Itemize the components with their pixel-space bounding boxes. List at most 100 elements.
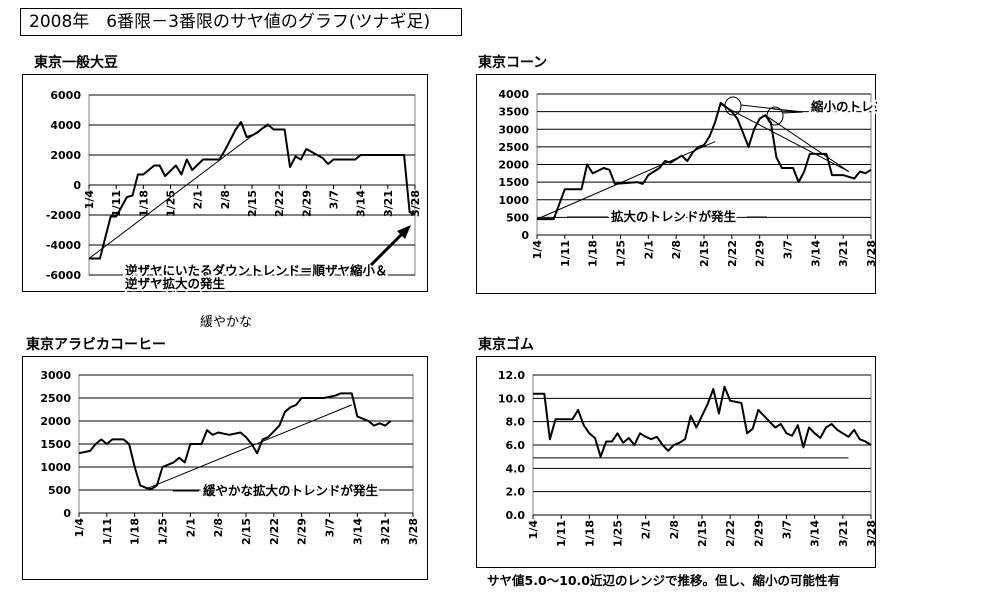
x-tick-label: 1/11 — [559, 240, 572, 267]
x-tick-label: 1/18 — [583, 520, 596, 547]
y-tick-label: 3500 — [498, 106, 529, 119]
chart-svg-corn: 0 500 1000 1500 2000 2500 3000 3500 4000 1/4 1/11 1… — [498, 88, 900, 267]
x-tick-label: 1/4 — [73, 518, 86, 538]
x-tick-label: 2/8 — [670, 240, 683, 259]
x-tick-label: 2/15 — [698, 240, 711, 267]
annotation-pointer-line — [782, 111, 804, 114]
x-tick-label: 3/14 — [355, 190, 368, 217]
x-tick-label: 1/25 — [165, 190, 178, 217]
y-tick-label: 0 — [521, 229, 529, 242]
x-tick-label: 3/28 — [407, 518, 420, 545]
y-tick-label: -2000 — [46, 209, 82, 222]
series-line — [537, 101, 872, 221]
x-tick-label: 2/29 — [296, 518, 309, 545]
x-tick-label: 3/7 — [324, 518, 337, 537]
y-tick-label: 2500 — [498, 141, 529, 154]
x-tick-label: 1/18 — [137, 190, 150, 217]
x-tick-label: 1/4 — [83, 190, 96, 210]
chart-svg-soy: -6000 -4000 -2000 0 2000 4000 6000 1/4 1/11 1/18 1… — [46, 89, 422, 293]
y-tick-label: 500 — [48, 484, 71, 497]
x-tick-label: 3/21 — [837, 240, 850, 267]
peak-marker-circle — [766, 106, 784, 126]
x-tick-label: 3/7 — [328, 190, 341, 209]
series-line — [533, 385, 872, 458]
x-tick-label: 3/14 — [809, 520, 822, 547]
x-tick-label: 2/29 — [300, 190, 313, 217]
annotation-arabica-widening: 緩やかな拡大のトレンドが発生 — [203, 483, 379, 498]
y-tick-label: 3000 — [40, 369, 71, 382]
x-tick-label: 3/7 — [782, 240, 795, 259]
x-tick-label: 1/11 — [555, 520, 568, 547]
chart-title-corn: 東京コーン — [478, 55, 548, 71]
chart-title-rubber: 東京ゴム — [478, 337, 534, 353]
chart-panel-soy: -6000 -4000 -2000 0 2000 4000 6000 1/4 1/11 1/18 1… — [22, 74, 428, 293]
y-tick-label: 10.0 — [498, 392, 525, 405]
x-tick-label: 3/28 — [409, 190, 422, 217]
chart-title-arabica: 東京アラビカコーヒー — [26, 337, 166, 353]
y-tick-label: -4000 — [46, 239, 82, 252]
annotation-corn-narrowing: 縮小のトレンド — [811, 99, 877, 114]
x-tick-label: 2/1 — [192, 190, 205, 209]
x-tick-label: 1/11 — [110, 190, 123, 217]
y-tick-label: 4000 — [50, 119, 81, 132]
y-tick-label: 6000 — [50, 89, 81, 102]
annotation-rubber-range: サヤ値5.0～10.0近辺のレンジで推移。但し、縮小の可能性有 — [487, 573, 840, 588]
chart-panel-corn: 0 500 1000 1500 2000 2500 3000 3500 4000 1/4 1/11 1… — [476, 74, 901, 294]
x-tick-label: 2/1 — [184, 518, 197, 537]
chart-panel-arabica: 0 500 1000 1500 2000 2500 3000 1/4 1/11 1/18 1/25 2… — [22, 356, 428, 580]
y-tick-label: -6000 — [46, 269, 82, 282]
x-tick-label: 3/28 — [865, 520, 877, 547]
y-tick-label: 12.0 — [498, 369, 525, 382]
annotation-arrow-line — [369, 231, 405, 267]
x-tick-label: 2/15 — [246, 190, 259, 217]
trendline — [145, 404, 352, 490]
chart-svg-rubber: 0.0 2.0 4.0 6.0 8.0 10.0 12.0 1/4 1/11 1/18 1/25 2/… — [498, 369, 878, 547]
x-tick-label: 2/8 — [668, 520, 681, 539]
x-tick-label: 2/29 — [752, 520, 765, 547]
x-tick-label: 2/22 — [273, 190, 286, 217]
x-tick-label: 3/14 — [351, 518, 364, 545]
y-tick-label: 4000 — [498, 88, 529, 101]
x-tick-label: 2/1 — [642, 240, 655, 259]
y-tick-label: 6.0 — [506, 439, 526, 452]
trendline — [764, 114, 850, 172]
series-line — [89, 121, 416, 260]
y-tick-label: 1500 — [498, 176, 529, 189]
x-tick-label: 3/21 — [379, 518, 392, 545]
x-tick-label: 1/18 — [587, 240, 600, 267]
x-tick-label: 1/4 — [531, 240, 544, 260]
x-tick-label: 3/7 — [781, 520, 794, 539]
y-tick-label: 2000 — [50, 149, 81, 162]
y-tick-label: 0 — [73, 179, 81, 192]
x-tick-label: 3/28 — [865, 240, 877, 267]
x-tick-label: 2/22 — [724, 520, 737, 547]
y-tick-label: 2.0 — [506, 486, 526, 499]
x-tick-label: 3/21 — [382, 190, 395, 217]
loose-note: 緩やかな — [200, 315, 253, 330]
x-tick-label: 2/15 — [696, 520, 709, 547]
page-title: 2008年 6番限－3番限のサヤ値のグラフ(ツナギ足) — [20, 8, 462, 36]
x-tick-label: 2/22 — [268, 518, 281, 545]
x-tick-label: 2/8 — [219, 190, 232, 209]
y-tick-label: 1500 — [40, 438, 71, 451]
x-tick-label: 2/29 — [754, 240, 767, 267]
chart-svg-arabica: 0 500 1000 1500 2000 2500 3000 1/4 1/11 1/18 1/25 2… — [40, 369, 420, 545]
trendline — [88, 123, 269, 259]
y-tick-label: 2500 — [40, 392, 71, 405]
peak-marker-circle — [724, 96, 742, 116]
y-tick-label: 4.0 — [506, 462, 526, 475]
x-tick-label: 3/14 — [809, 240, 822, 267]
y-tick-label: 2000 — [498, 159, 529, 172]
x-tick-label: 2/1 — [640, 520, 653, 539]
annotation-soy-inversion: 逆ザヤ拡大の発生 — [125, 276, 226, 291]
chart-title-soy: 東京一般大豆 — [34, 55, 118, 71]
y-tick-label: 1000 — [498, 194, 529, 207]
annotation-corn-widening: 拡大のトレンドが発生 — [611, 209, 737, 224]
x-tick-label: 1/25 — [612, 520, 625, 547]
x-tick-label: 1/18 — [129, 518, 142, 545]
y-tick-label: 1000 — [40, 461, 71, 474]
trendline — [536, 141, 716, 220]
annotation-pointer-line — [772, 108, 804, 113]
x-tick-label: 2/22 — [726, 240, 739, 267]
y-tick-label: 3000 — [498, 123, 529, 136]
